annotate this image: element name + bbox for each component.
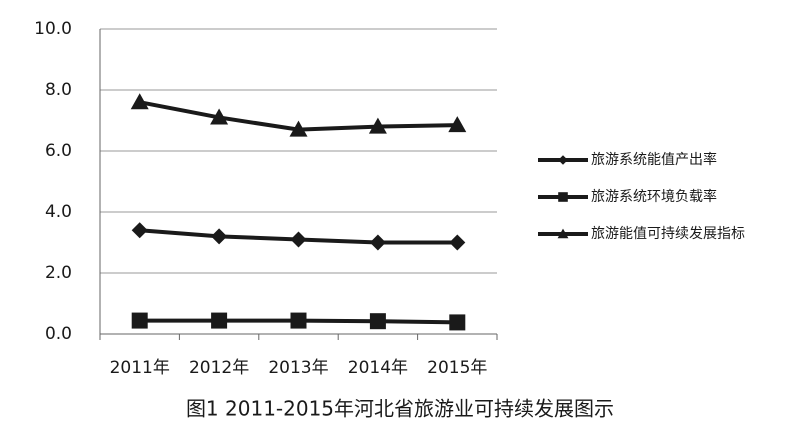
- x-tick-label: 2012年: [189, 358, 249, 378]
- data-point: [130, 93, 149, 110]
- legend-marker: [557, 228, 569, 239]
- data-point: [369, 234, 386, 251]
- data-point: [290, 312, 307, 329]
- data-point: [449, 314, 466, 331]
- data-point: [131, 312, 148, 329]
- legend-label: 旅游系统环境负载率: [591, 188, 717, 205]
- data-point: [211, 228, 228, 245]
- y-tick-label: 4.0: [45, 202, 72, 222]
- y-tick-label: 6.0: [45, 141, 72, 161]
- data-point: [449, 234, 466, 251]
- chart-title: 图1 2011-2015年河北省旅游业可持续发展图示: [186, 397, 614, 421]
- x-tick-label: 2011年: [110, 358, 170, 378]
- y-tick-label: 8.0: [45, 80, 72, 100]
- data-point: [210, 108, 229, 125]
- x-tick-label: 2015年: [427, 358, 487, 378]
- y-tick-label: 10.0: [34, 19, 72, 39]
- legend-marker: [558, 155, 568, 165]
- data-point: [211, 312, 228, 329]
- legend-label: 旅游系统能值产出率: [591, 151, 717, 168]
- legend-label: 旅游能值可持续发展指标: [591, 225, 745, 242]
- legend-marker: [558, 192, 568, 202]
- y-tick-label: 0.0: [45, 324, 72, 344]
- data-point: [131, 222, 148, 239]
- data-point: [290, 231, 307, 248]
- data-point: [289, 120, 308, 137]
- x-tick-label: 2014年: [348, 358, 408, 378]
- data-point: [448, 116, 467, 133]
- data-point: [368, 117, 387, 134]
- data-point: [369, 313, 386, 330]
- y-tick-label: 2.0: [45, 263, 72, 283]
- x-tick-label: 2013年: [268, 358, 328, 378]
